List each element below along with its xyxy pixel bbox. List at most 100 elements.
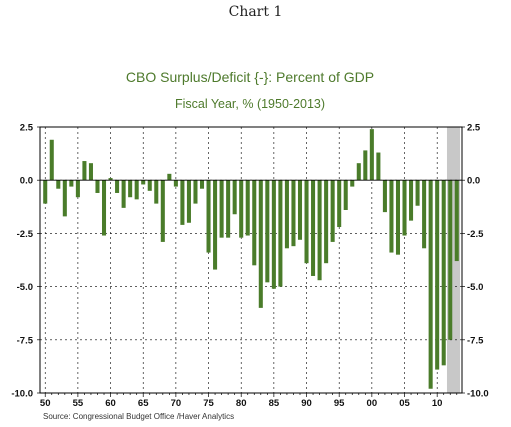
bar-1981 [245, 180, 250, 236]
bar-1961 [115, 180, 120, 193]
x-tick-label: 55 [73, 398, 84, 409]
bar-1993 [324, 180, 329, 264]
bar-1985 [271, 180, 276, 289]
bar-1998 [356, 163, 361, 181]
bar-1955 [75, 180, 80, 198]
y-tick-label-right: 0.0 [467, 176, 480, 187]
bar-1969 [167, 173, 172, 181]
y-tick-label-right: 2.5 [467, 123, 481, 134]
bar-1987 [284, 180, 289, 249]
x-tick-label: 50 [40, 398, 51, 409]
bar-1989 [297, 180, 303, 240]
y-axis-right-labels: 2.5 0.0 -2.5 -5.0 -7.5 -10.0 [467, 123, 489, 400]
bar-2011 [441, 180, 446, 366]
bar-1991 [311, 180, 316, 276]
chart-title: CBO Surplus/Deficit {-}: Percent of GDP [126, 69, 374, 85]
bar-1986 [278, 180, 283, 287]
x-tick-label: 70 [171, 398, 182, 409]
bar-1974 [199, 180, 205, 189]
bar-1954 [69, 180, 74, 187]
bar-1972 [186, 180, 191, 223]
x-tick-label: 05 [399, 398, 410, 409]
bar-1962 [121, 180, 126, 208]
y-tick-label-left: -5.0 [17, 282, 33, 293]
bar-1976 [213, 180, 218, 270]
bar-1956 [82, 161, 87, 181]
chart-heading: Chart 1 [228, 4, 283, 20]
bar-1968 [160, 180, 165, 242]
bar-2013 [454, 180, 459, 262]
bar-1995 [337, 180, 342, 228]
bar-1952 [56, 180, 61, 189]
bar-1950 [43, 180, 48, 204]
bar-2008 [422, 180, 427, 249]
bar-2000 [369, 129, 374, 181]
plot-frame [39, 126, 463, 394]
bar-1983 [258, 180, 263, 308]
bar-2009 [428, 180, 433, 389]
bar-1959 [101, 180, 107, 236]
bar-1999 [363, 150, 368, 181]
bar-2007 [415, 180, 420, 206]
bar-1994 [330, 180, 335, 242]
bars [43, 129, 459, 389]
x-tick-label: 85 [269, 398, 280, 409]
bar-2004 [395, 180, 401, 255]
bar-1967 [154, 180, 159, 204]
y-tick-label-right: -2.5 [467, 229, 484, 240]
x-tick-label: 95 [334, 398, 345, 409]
bar-1980 [239, 180, 244, 238]
x-tick-label: 80 [236, 398, 247, 409]
bar-2010 [435, 180, 440, 370]
bar-1965 [141, 180, 146, 185]
bar-1958 [95, 180, 100, 193]
bar-1957 [88, 163, 93, 181]
bar-1979 [232, 180, 237, 215]
bar-1984 [265, 180, 270, 283]
y-tick-label-left: 0.0 [20, 176, 33, 187]
x-tick-label: 65 [138, 398, 149, 409]
bar-1988 [291, 180, 296, 247]
y-tick-label-right: -7.5 [467, 335, 484, 346]
x-tick-label: 90 [301, 398, 312, 409]
bar-2006 [409, 180, 414, 221]
y-axis-left-labels: 2.5 0.0 -2.5 -5.0 -7.5 -10.0 [11, 123, 33, 400]
y-tick-label-left: -10.0 [11, 389, 33, 400]
y-tick-label-left: -2.5 [17, 229, 34, 240]
bar-1982 [252, 180, 257, 266]
bar-2001 [376, 152, 381, 181]
chart-subtitle: Fiscal Year, % (1950-2013) [175, 97, 325, 111]
x-tick-label: 60 [105, 398, 116, 409]
x-tick-label: 75 [203, 398, 214, 409]
bar-1966 [147, 180, 152, 191]
bar-2002 [382, 180, 387, 213]
bar-2005 [402, 180, 407, 236]
bar-2012 [448, 180, 453, 340]
bar-1997 [350, 180, 355, 187]
y-tick-label-right: -10.0 [467, 389, 489, 400]
bar-1973 [193, 180, 198, 204]
x-tick-label: 00 [367, 398, 378, 409]
y-tick-label-left: -7.5 [17, 335, 34, 346]
x-tick-label: 10 [432, 398, 443, 409]
bar-1992 [317, 180, 322, 281]
y-tick-label-right: -5.0 [467, 282, 483, 293]
bar-1964 [134, 180, 139, 200]
y-tick-label-left: 2.5 [20, 123, 34, 134]
source-note: Source: Congressional Budget Office /Hav… [43, 412, 234, 421]
bar-1960 [108, 178, 113, 181]
bar-2003 [389, 180, 394, 253]
x-axis-labels: 50 55 60 65 70 75 80 85 90 95 00 05 10 [40, 398, 443, 409]
bar-1978 [226, 180, 231, 238]
bar-1963 [128, 180, 133, 198]
bar-1953 [62, 180, 67, 217]
bar-1971 [180, 180, 185, 225]
bar-1951 [49, 139, 54, 181]
gridlines [40, 127, 462, 393]
tick-marks [37, 126, 465, 397]
bar-1990 [304, 180, 309, 264]
bar-1996 [343, 180, 348, 210]
bar-1970 [173, 180, 178, 187]
bar-1975 [206, 180, 211, 253]
